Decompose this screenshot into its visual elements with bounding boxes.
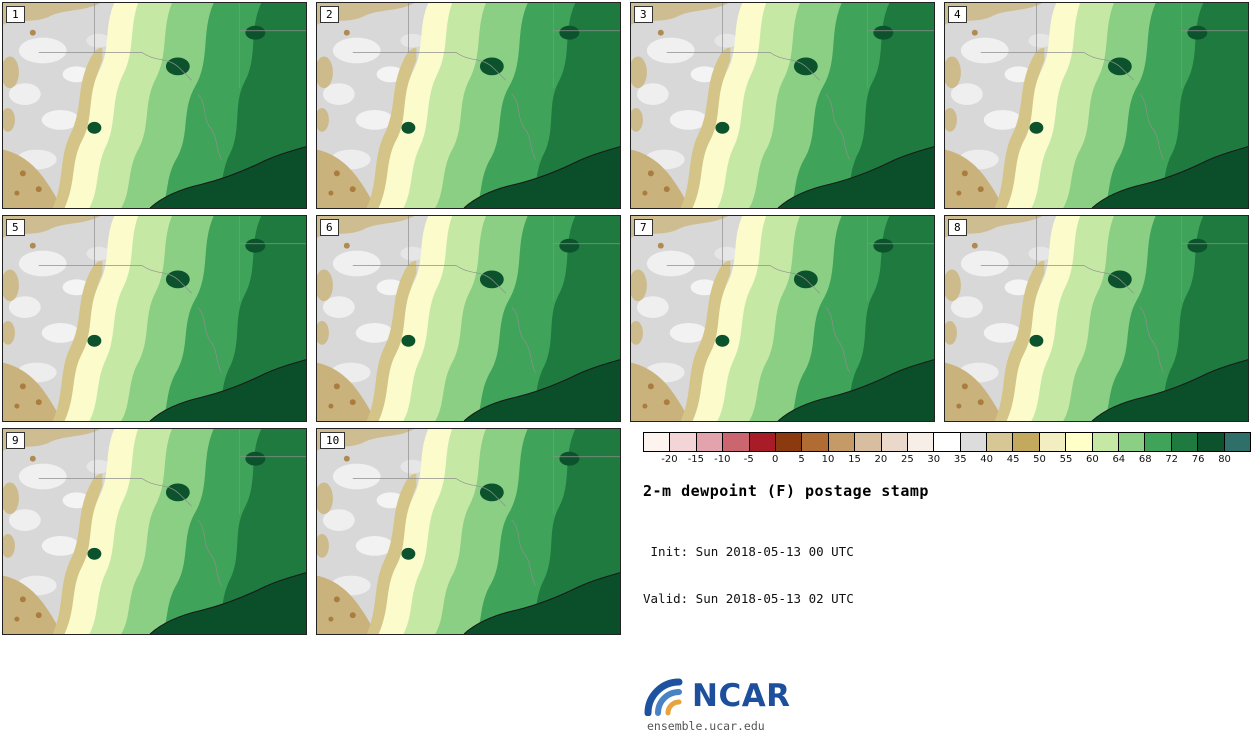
ensemble-member-panel: 2 — [316, 2, 621, 209]
colorbar-segment — [1092, 433, 1120, 451]
dewpoint-map — [945, 3, 1248, 208]
colorbar-tick-label: 20 — [874, 454, 888, 465]
panel-number: 7 — [634, 219, 653, 236]
colorbar-tick-label: 80 — [1218, 454, 1231, 465]
colorbar-tick-label: 68 — [1138, 454, 1152, 465]
panel-number: 2 — [320, 6, 339, 23]
colorbar-segment — [1013, 433, 1040, 451]
dewpoint-map — [945, 216, 1248, 421]
colorbar-tick-label: 25 — [900, 454, 914, 465]
colorbar-segment — [1119, 433, 1146, 451]
colorbar-ticks: -20 -15 -10 -5 0 5 10 15 20 25 30 35 40 45 50 55 60 64 68 7… — [643, 452, 1251, 467]
colorbar-tick-label: 35 — [953, 454, 967, 465]
ensemble-member-panel: 8 — [944, 215, 1249, 422]
ensemble-member-panel: 10 — [316, 428, 621, 635]
colorbar-segment — [1198, 433, 1225, 451]
colorbar-segment — [749, 433, 776, 451]
colorbar-wrap: -20 -15 -10 -5 0 5 10 15 20 25 30 35 40 45 50 55 60 64 68 7… — [643, 432, 1251, 467]
ensemble-member-panel: 1 — [2, 2, 307, 209]
colorbar-segment — [907, 433, 935, 451]
colorbar-tick-label: -15 — [687, 454, 705, 465]
colorbar-segment — [828, 433, 856, 451]
ncar-logo-text: NCAR — [692, 677, 791, 714]
panel-number: 5 — [6, 219, 25, 236]
colorbar-segment — [960, 433, 988, 451]
colorbar-segment — [987, 433, 1014, 451]
panel-number: 6 — [320, 219, 339, 236]
colorbar-tick-label: 60 — [1086, 454, 1099, 465]
colorbar-tick-label: 0 — [771, 454, 779, 465]
colorbar-tick-label: 72 — [1165, 454, 1179, 465]
colorbar-tick-label: 10 — [821, 454, 835, 465]
credit-url: ensemble.ucar.edu — [647, 719, 765, 733]
ncar-logo-icon — [644, 678, 683, 716]
colorbar-segment — [1171, 433, 1199, 451]
colorbar-segment — [934, 433, 961, 451]
legend-block: -20 -15 -10 -5 0 5 10 15 20 25 30 35 40 45 50 55 60 64 68 7… — [630, 428, 1251, 733]
init-time: Init: Sun 2018-05-13 00 UTC — [643, 544, 854, 560]
colorbar-segment — [1145, 433, 1172, 451]
panel-number: 3 — [634, 6, 653, 23]
panel-number: 10 — [320, 432, 346, 449]
valid-time: Valid: Sun 2018-05-13 02 UTC — [643, 591, 854, 607]
dewpoint-map — [3, 429, 306, 634]
colorbar-segment — [1224, 433, 1250, 451]
colorbar-tick-label: 15 — [848, 454, 861, 465]
colorbar-segment — [855, 433, 882, 451]
panel-number: 4 — [948, 6, 967, 23]
colorbar-segment — [644, 433, 671, 451]
colorbar-tick-label: 45 — [1006, 454, 1020, 465]
colorbar-tick-label: -5 — [743, 454, 754, 465]
dewpoint-map — [317, 429, 620, 634]
dewpoint-map — [317, 216, 620, 421]
dewpoint-map — [3, 3, 306, 208]
colorbar-tick-label: 50 — [1033, 454, 1046, 465]
panel-number: 1 — [6, 6, 25, 23]
colorbar-segment — [881, 433, 908, 451]
panel-number: 8 — [948, 219, 967, 236]
colorbar-tick-label: 64 — [1112, 454, 1126, 465]
dewpoint-map — [3, 216, 306, 421]
colorbar-segment — [670, 433, 697, 451]
ensemble-member-panel: 4 — [944, 2, 1249, 209]
colorbar-tick-label: 40 — [980, 454, 994, 465]
init-valid-lines: Init: Sun 2018-05-13 00 UTC Valid: Sun 2… — [643, 513, 1249, 638]
ensemble-member-panel: 3 — [630, 2, 935, 209]
dewpoint-map — [631, 3, 934, 208]
colorbar-tick-label: 5 — [798, 454, 805, 465]
colorbar-tick-label: 76 — [1191, 454, 1205, 465]
ensemble-member-panel: 6 — [316, 215, 621, 422]
ensemble-member-panel: 9 — [2, 428, 307, 635]
colorbar-tick-label: 30 — [927, 454, 941, 465]
colorbar-tick-label: -20 — [661, 454, 678, 465]
dewpoint-map — [317, 3, 620, 208]
figure-title: 2-m dewpoint (F) postage stamp — [643, 482, 929, 500]
colorbar-segment — [1066, 433, 1093, 451]
colorbar-tick-label: 55 — [1059, 454, 1073, 465]
panel-number: 9 — [6, 432, 25, 449]
colorbar — [643, 432, 1251, 452]
colorbar-segment — [802, 433, 829, 451]
colorbar-segment — [775, 433, 803, 451]
ensemble-member-panel: 5 — [2, 215, 307, 422]
dewpoint-map — [631, 216, 934, 421]
ensemble-member-panel: 7 — [630, 215, 935, 422]
colorbar-segment — [696, 433, 724, 451]
ncar-logo: NCAR — [643, 676, 1249, 716]
colorbar-segment — [1039, 433, 1067, 451]
colorbar-segment — [723, 433, 750, 451]
colorbar-tick-label: -10 — [714, 454, 731, 465]
